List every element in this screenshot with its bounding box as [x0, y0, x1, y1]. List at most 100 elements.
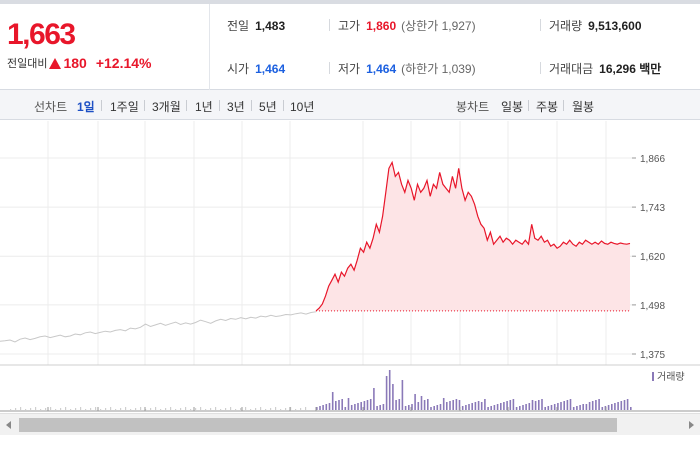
volume-bar	[25, 409, 27, 410]
volume-bar	[344, 407, 347, 410]
volume-bar	[382, 404, 385, 410]
period-1y[interactable]: 1년	[195, 100, 213, 114]
volume-bar	[70, 409, 72, 410]
volume-bar	[496, 404, 499, 410]
volume-bar	[165, 408, 167, 410]
scrollbar-thumb[interactable]	[19, 418, 617, 432]
divider	[283, 100, 284, 111]
candle-chart-label: 봉차트	[456, 100, 490, 114]
volume-bar	[436, 405, 439, 410]
volume-bar	[95, 407, 97, 410]
stat-prev-close: 전일 1,483	[227, 17, 285, 34]
volume-bar	[125, 407, 127, 410]
volume-bar	[503, 402, 505, 410]
period-10y[interactable]: 10년	[290, 100, 315, 114]
divider	[144, 100, 145, 111]
volume-bar	[175, 409, 177, 410]
volume-bar	[335, 401, 337, 410]
volume-bar	[195, 408, 197, 410]
volume-bar	[604, 406, 607, 410]
stat-label: 저가	[338, 62, 361, 76]
volume-bar	[220, 409, 222, 410]
divider	[329, 62, 330, 74]
candle-daily[interactable]: 일봉	[501, 100, 524, 114]
volume-bar	[439, 404, 442, 410]
volume-bar	[404, 406, 407, 410]
volume-bar	[354, 404, 356, 410]
volume-bar	[50, 407, 52, 410]
volume-bar	[385, 376, 388, 410]
volume-bar	[471, 403, 473, 410]
price-box: 1,663 전일대비 180 +12.14%	[0, 4, 210, 90]
volume-bar	[190, 409, 192, 410]
volume-bar	[493, 405, 496, 410]
volume-bar	[316, 407, 318, 410]
divider	[528, 100, 529, 111]
volume-bar	[105, 408, 107, 410]
volume-bar	[341, 399, 343, 410]
volume-bar	[322, 405, 324, 410]
period-3m[interactable]: 3개월	[152, 100, 181, 114]
volume-bar	[210, 408, 212, 410]
volume-bar	[468, 404, 470, 410]
volume-bar	[500, 403, 502, 410]
volume-bar	[458, 400, 461, 410]
volume-bar	[411, 404, 413, 410]
top-border	[0, 0, 700, 4]
volume-bar	[373, 388, 375, 410]
volume-bar	[379, 405, 381, 410]
stat-low: 저가 1,464 (하한가 1,039)	[338, 60, 476, 77]
volume-bar	[65, 407, 67, 410]
volume-bar	[90, 408, 92, 410]
period-1d[interactable]: 1일	[77, 100, 95, 114]
candle-weekly[interactable]: 주봉	[536, 100, 559, 114]
volume-bar	[245, 407, 247, 410]
divider	[563, 100, 564, 111]
volume-bar	[235, 409, 237, 410]
volume-bar	[538, 400, 540, 410]
divider	[329, 19, 330, 31]
stat-value: 9,513,600	[588, 19, 642, 33]
volume-bar	[140, 407, 142, 410]
chart-grid	[0, 121, 632, 365]
volume-bar	[522, 405, 524, 410]
scroll-right-icon[interactable]	[689, 421, 694, 429]
volume-bar	[576, 406, 578, 410]
volume-bar	[280, 409, 282, 410]
volume-bar	[484, 399, 486, 410]
volume-legend: 거래량	[652, 371, 685, 383]
price-area-fill	[316, 162, 630, 311]
volume-bar	[275, 407, 277, 410]
line-chart-label: 선차트	[34, 100, 68, 114]
divider	[101, 100, 102, 111]
period-3y[interactable]: 3년	[227, 100, 245, 114]
price-chart[interactable]: 1,866 1,743 1,620 1,498 1,375 거래량	[0, 121, 700, 413]
stat-value: 1,860	[366, 19, 397, 33]
stat-high: 고가 1,860 (상한가 1,927)	[338, 17, 476, 34]
volume-bar	[582, 404, 584, 410]
candle-monthly[interactable]: 월봉	[572, 100, 595, 114]
volume-bar	[544, 407, 546, 410]
volume-bar	[325, 404, 328, 410]
horizontal-scrollbar[interactable]	[0, 413, 700, 435]
volume-bar	[170, 407, 172, 410]
volume-bar	[630, 407, 632, 410]
volume-bar	[617, 402, 619, 410]
volume-bar	[15, 408, 17, 410]
volume-bar	[20, 407, 22, 410]
volume-bar	[350, 405, 353, 410]
stat-value: 1,464	[255, 62, 286, 76]
volume-bar	[626, 399, 629, 410]
volume-bar	[585, 404, 588, 410]
stat-label: 고가	[338, 19, 361, 33]
volume-bar	[519, 406, 521, 410]
volume-bar	[110, 407, 112, 410]
volume-bar	[115, 409, 117, 410]
period-5y[interactable]: 5년	[259, 100, 277, 114]
volume-bar	[388, 370, 391, 410]
volume-bar	[285, 408, 287, 410]
volume-bar	[620, 401, 623, 410]
scroll-left-icon[interactable]	[6, 421, 11, 429]
period-1w[interactable]: 1주일	[110, 100, 139, 114]
volume-bar	[100, 409, 102, 410]
